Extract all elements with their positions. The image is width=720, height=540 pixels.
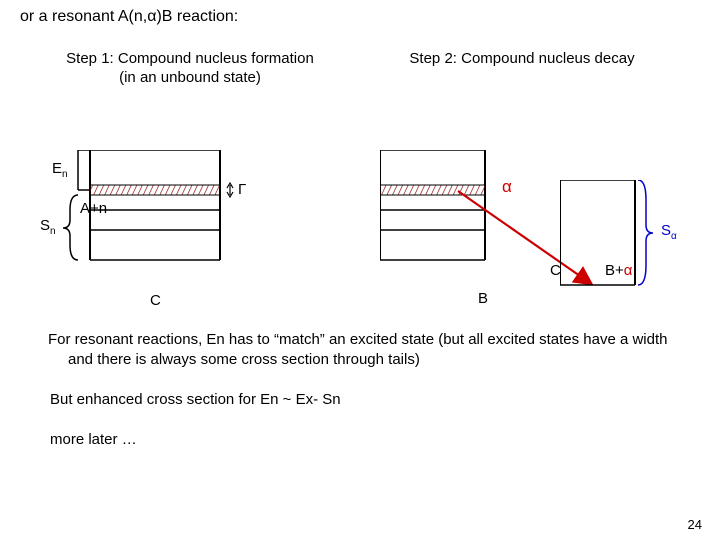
page-title: or a resonant A(n,α)B reaction:: [20, 8, 238, 26]
label-C-step2: C: [550, 262, 561, 279]
label-Ba: B+α: [605, 262, 632, 279]
step2-right-diagram: [560, 180, 700, 310]
label-Sa: Sα: [661, 222, 677, 242]
label-En: En: [52, 160, 68, 180]
label-C-step1: C: [150, 292, 161, 309]
para-more-later: more later …: [50, 430, 137, 450]
para-enhanced: But enhanced cross section for En ~ Ex- …: [50, 390, 690, 410]
label-Sn: Sn: [40, 217, 56, 237]
para-resonant: For resonant reactions, En has to “match…: [28, 330, 688, 369]
label-An: A+n: [80, 200, 107, 217]
step1-heading: Step 1: Compound nucleus formation (in a…: [40, 50, 340, 88]
page-number: 24: [688, 517, 702, 532]
label-Gamma: Γ: [238, 181, 246, 198]
step2-heading: Step 2: Compound nucleus decay: [382, 50, 662, 69]
label-alpha: α: [502, 177, 512, 197]
label-B: B: [478, 290, 488, 307]
step1-diagram: [48, 150, 273, 315]
